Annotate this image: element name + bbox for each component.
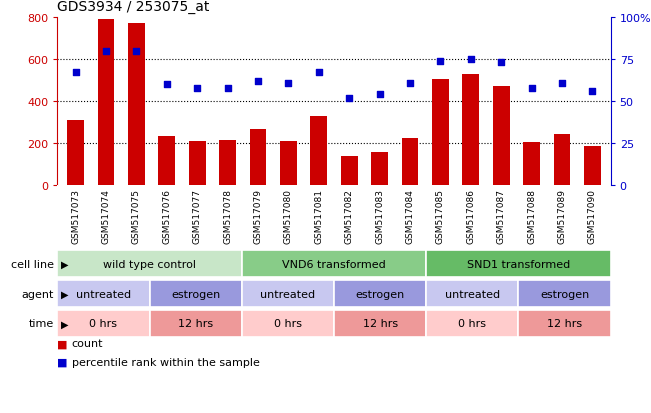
Text: time: time xyxy=(29,319,54,329)
Bar xyxy=(189,142,206,185)
Text: count: count xyxy=(72,338,103,349)
Bar xyxy=(402,138,419,185)
Point xyxy=(496,60,506,66)
Bar xyxy=(57,310,150,337)
Bar xyxy=(432,80,449,185)
Point xyxy=(465,57,476,63)
Point xyxy=(101,48,111,55)
Bar xyxy=(67,121,84,185)
Bar xyxy=(371,153,388,185)
Text: 0 hrs: 0 hrs xyxy=(458,319,486,329)
Text: estrogen: estrogen xyxy=(540,289,589,299)
Text: 0 hrs: 0 hrs xyxy=(274,319,302,329)
Point xyxy=(161,82,172,88)
Text: estrogen: estrogen xyxy=(355,289,405,299)
Text: untreated: untreated xyxy=(260,289,316,299)
Bar xyxy=(553,134,570,185)
Bar xyxy=(249,130,266,185)
Bar xyxy=(280,142,297,185)
Text: 12 hrs: 12 hrs xyxy=(363,319,398,329)
Text: percentile rank within the sample: percentile rank within the sample xyxy=(72,357,260,367)
Point xyxy=(70,70,81,76)
Point xyxy=(557,80,567,87)
Bar xyxy=(150,310,242,337)
Bar xyxy=(242,250,426,277)
Bar xyxy=(158,136,175,185)
Bar xyxy=(426,310,518,337)
Bar xyxy=(98,20,115,185)
Point xyxy=(223,85,233,92)
Text: agent: agent xyxy=(21,289,54,299)
Text: ▶: ▶ xyxy=(61,319,68,329)
Text: untreated: untreated xyxy=(445,289,500,299)
Bar xyxy=(150,280,242,307)
Point xyxy=(587,88,598,95)
Point xyxy=(192,85,202,92)
Bar xyxy=(426,250,611,277)
Text: ▶: ▶ xyxy=(61,259,68,269)
Bar xyxy=(518,280,611,307)
Text: GDS3934 / 253075_at: GDS3934 / 253075_at xyxy=(57,0,210,14)
Point xyxy=(344,95,354,102)
Point xyxy=(283,80,294,87)
Point xyxy=(374,92,385,98)
Text: ▶: ▶ xyxy=(61,289,68,299)
Point xyxy=(405,80,415,87)
Bar xyxy=(341,156,357,185)
Bar xyxy=(334,310,426,337)
Bar xyxy=(57,250,242,277)
Bar xyxy=(493,87,510,185)
Point xyxy=(527,85,537,92)
Bar xyxy=(242,280,334,307)
Text: wild type control: wild type control xyxy=(103,259,196,269)
Text: ■: ■ xyxy=(57,357,68,367)
Bar xyxy=(219,140,236,185)
Bar xyxy=(128,24,145,185)
Text: cell line: cell line xyxy=(11,259,54,269)
Bar xyxy=(311,116,327,185)
Text: SND1 transformed: SND1 transformed xyxy=(467,259,570,269)
Bar xyxy=(462,74,479,185)
Text: untreated: untreated xyxy=(76,289,131,299)
Bar xyxy=(57,280,150,307)
Point xyxy=(435,58,445,65)
Point xyxy=(131,48,141,55)
Text: 12 hrs: 12 hrs xyxy=(178,319,213,329)
Text: 0 hrs: 0 hrs xyxy=(89,319,117,329)
Text: ■: ■ xyxy=(57,338,68,349)
Text: 12 hrs: 12 hrs xyxy=(547,319,582,329)
Point xyxy=(253,78,263,85)
Text: estrogen: estrogen xyxy=(171,289,220,299)
Bar xyxy=(334,280,426,307)
Bar xyxy=(242,310,334,337)
Bar xyxy=(518,310,611,337)
Text: VND6 transformed: VND6 transformed xyxy=(282,259,386,269)
Point xyxy=(314,70,324,76)
Bar xyxy=(523,142,540,185)
Bar xyxy=(584,147,601,185)
Bar xyxy=(426,280,518,307)
